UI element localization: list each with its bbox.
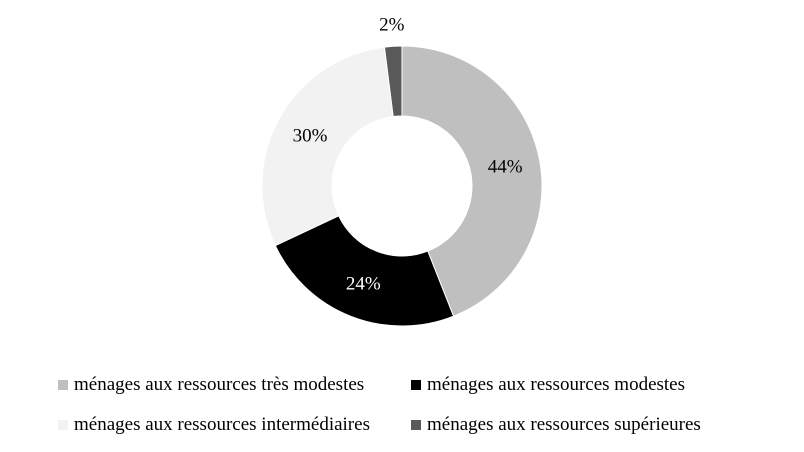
data-label-1: 24%	[346, 274, 381, 295]
donut-slice-0	[401, 45, 543, 317]
legend-item-modestes: ménages aux ressources modestes	[411, 374, 685, 396]
legend-swatch	[58, 380, 68, 390]
legend-label: ménages aux ressources intermédiaires	[74, 414, 370, 435]
legend-label: ménages aux ressources supérieures	[427, 414, 701, 435]
donut-slice-1	[274, 215, 455, 327]
legend-swatch	[411, 420, 421, 430]
donut-slice-2	[261, 46, 394, 247]
data-label-2: 30%	[293, 125, 328, 146]
data-label-3: 2%	[379, 14, 405, 35]
legend-swatch	[58, 420, 68, 430]
donut-slice-3	[383, 45, 403, 118]
data-label-0: 44%	[488, 156, 523, 177]
legend-item-superieures: ménages aux ressources supérieures	[411, 414, 701, 436]
legend-item-tres-modestes: ménages aux ressources très modestes	[58, 374, 364, 396]
legend-label: ménages aux ressources modestes	[427, 374, 686, 395]
legend-swatch	[411, 380, 421, 390]
legend-item-intermediaires: ménages aux ressources intermédiaires	[58, 414, 370, 436]
legend-label: ménages aux ressources très modestes	[74, 374, 365, 395]
